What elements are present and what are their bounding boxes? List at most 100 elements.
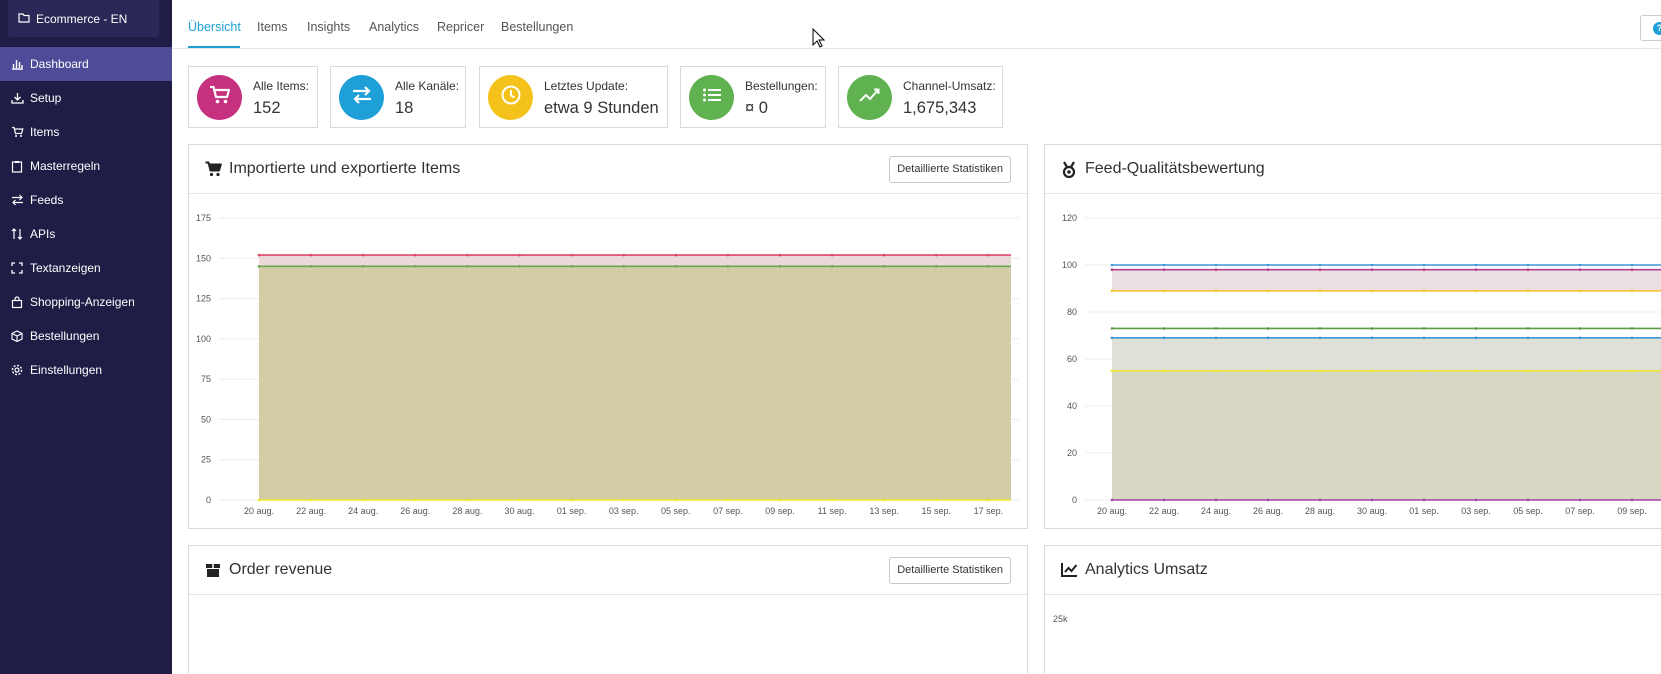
feed-quality-chart-x-tick-4: 28 aug. bbox=[1305, 506, 1335, 516]
cart-icon bbox=[209, 85, 231, 110]
box-icon bbox=[205, 562, 222, 579]
feed-quality-chart-point-2-4 bbox=[1318, 289, 1322, 293]
panel-analytics-revenue: Analytics Umsatz 25k bbox=[1044, 545, 1661, 674]
items-chart-y-tick-5: 125 bbox=[196, 294, 211, 304]
items-chart-point-1-5 bbox=[518, 265, 521, 268]
feed-quality-chart-point-4-6 bbox=[1422, 336, 1426, 340]
sidebar-item-apis[interactable]: APIs bbox=[0, 217, 172, 251]
tab-analytics[interactable]: Analytics bbox=[369, 20, 420, 34]
items-chart-x-tick-7: 03 sep. bbox=[609, 506, 639, 516]
feed-quality-chart-point-3-8 bbox=[1526, 327, 1530, 330]
feed-quality-chart-point-4-4 bbox=[1318, 336, 1322, 340]
items-chart-point-1-9 bbox=[726, 265, 730, 268]
sidebar-item-label: Bestellungen bbox=[30, 329, 100, 343]
items-chart-x-tick-3: 26 aug. bbox=[400, 506, 430, 516]
feed-quality-chart-point-3-6 bbox=[1422, 327, 1426, 330]
feed-quality-chart-point-2-0 bbox=[1110, 289, 1114, 293]
sidebar-item-bestellungen[interactable]: Bestellungen bbox=[0, 319, 172, 353]
feed-quality-chart-point-2-8 bbox=[1526, 289, 1530, 293]
sidebar-item-einstellungen[interactable]: Einstellungen bbox=[0, 353, 172, 387]
feed-quality-chart-point-3-10 bbox=[1630, 327, 1634, 330]
items-chart-x-tick-6: 01 sep. bbox=[557, 506, 587, 516]
feed-quality-chart-point-2-10 bbox=[1630, 289, 1634, 293]
feed-quality-chart-point-0-9 bbox=[1578, 263, 1582, 267]
stat-value: etwa 9 Stunden bbox=[544, 99, 659, 117]
items-chart-series-fill-0 bbox=[259, 255, 1011, 267]
feed-quality-chart-point-0-5 bbox=[1370, 263, 1374, 267]
help-button[interactable]: ? bbox=[1640, 15, 1661, 41]
items-chart-point-2-1 bbox=[309, 498, 313, 502]
items-chart-point-2-0 bbox=[257, 498, 261, 502]
feed-quality-chart-point-5-0 bbox=[1110, 369, 1114, 373]
feed-quality-chart-point-6-9 bbox=[1578, 498, 1582, 502]
detailed-stats-button[interactable]: Detaillierte Statistiken bbox=[889, 557, 1011, 584]
feed-quality-chart-point-4-7 bbox=[1474, 336, 1478, 340]
tab-items[interactable]: Items bbox=[257, 20, 288, 34]
items-chart-x-tick-4: 28 aug. bbox=[452, 506, 482, 516]
workspace-selector[interactable]: Ecommerce - EN bbox=[8, 0, 159, 37]
feed-quality-chart-point-4-3 bbox=[1266, 336, 1270, 340]
detailed-stats-button[interactable]: Detaillierte Statistiken bbox=[889, 156, 1011, 183]
tab-uebersicht[interactable]: Übersicht bbox=[188, 20, 241, 34]
y-tick-label: 25k bbox=[1053, 614, 1068, 624]
feed-quality-chart-point-0-10 bbox=[1630, 263, 1634, 267]
box-icon bbox=[10, 329, 24, 343]
cart-icon bbox=[205, 161, 222, 178]
sidebar-item-label: Dashboard bbox=[30, 57, 89, 71]
items-chart-point-1-0 bbox=[257, 265, 261, 268]
sidebar-item-dashboard[interactable]: Dashboard bbox=[0, 47, 172, 81]
sidebar-item-shopping-anzeigen[interactable]: Shopping-Anzeigen bbox=[0, 285, 172, 319]
items-chart-point-1-2 bbox=[361, 265, 365, 268]
stat-card-last-update: Letztes Update: etwa 9 Stunden bbox=[479, 66, 668, 128]
items-chart-x-tick-13: 15 sep. bbox=[922, 506, 952, 516]
feed-quality-chart-point-6-6 bbox=[1422, 498, 1426, 502]
shopping-bag-icon bbox=[10, 295, 24, 309]
stat-circle bbox=[847, 75, 892, 120]
feed-quality-chart-point-5-7 bbox=[1474, 369, 1478, 373]
items-chart-x-tick-2: 24 aug. bbox=[348, 506, 378, 516]
feed-quality-chart-x-tick-9: 07 sep. bbox=[1565, 506, 1595, 516]
feed-quality-chart-point-1-5 bbox=[1370, 268, 1374, 271]
stat-circle bbox=[488, 75, 533, 120]
items-chart-point-0-6 bbox=[570, 253, 573, 257]
feed-quality-chart-point-5-6 bbox=[1422, 369, 1426, 373]
items-chart-point-1-3 bbox=[414, 265, 417, 268]
panel-title: Feed-Qualitätsbewertung bbox=[1085, 160, 1265, 177]
stat-label: Alle Items: bbox=[253, 79, 310, 93]
sidebar-item-label: Shopping-Anzeigen bbox=[30, 295, 135, 309]
items-chart-point-0-3 bbox=[414, 253, 417, 257]
items-chart-y-tick-0: 0 bbox=[206, 495, 211, 505]
feed-quality-chart-point-1-0 bbox=[1110, 268, 1114, 271]
feed-quality-chart-point-5-4 bbox=[1318, 369, 1322, 373]
items-chart-point-0-7 bbox=[622, 253, 625, 257]
items-chart-point-1-8 bbox=[674, 265, 678, 268]
items-chart-x-tick-1: 22 aug. bbox=[296, 506, 326, 516]
tab-bestellungen[interactable]: Bestellungen bbox=[501, 20, 574, 34]
sidebar-item-masterregeln[interactable]: Masterregeln bbox=[0, 149, 172, 183]
items-chart-point-0-13 bbox=[935, 253, 938, 257]
stat-card-orders: Bestellungen: ¤ 0 bbox=[680, 66, 826, 128]
cart-icon bbox=[10, 125, 24, 139]
items-chart-y-tick-6: 150 bbox=[196, 253, 211, 263]
items-chart-point-0-8 bbox=[674, 253, 678, 257]
sidebar-item-items[interactable]: Items bbox=[0, 115, 172, 149]
feed-quality-chart-x-tick-5: 30 aug. bbox=[1357, 506, 1387, 516]
sidebar-item-setup[interactable]: Setup bbox=[0, 81, 172, 115]
feed-quality-chart-point-1-9 bbox=[1578, 268, 1582, 271]
tab-repricer[interactable]: Repricer bbox=[437, 20, 485, 34]
feed-quality-chart-point-1-2 bbox=[1214, 268, 1218, 271]
sidebar-item-feeds[interactable]: Feeds bbox=[0, 183, 172, 217]
medal-icon bbox=[1061, 161, 1078, 179]
feed-quality-chart-point-5-5 bbox=[1370, 369, 1374, 373]
items-chart-point-2-8 bbox=[674, 498, 678, 502]
feed-quality-chart-point-0-0 bbox=[1110, 263, 1114, 267]
panel-feed-quality: Feed-Qualitätsbewertung 0 20 40 60 80 100 120 2… bbox=[1044, 144, 1661, 529]
feed-quality-chart-point-2-9 bbox=[1578, 289, 1582, 293]
line-chart-icon bbox=[1061, 562, 1078, 579]
feed-quality-chart-point-1-3 bbox=[1266, 268, 1270, 271]
items-chart-point-2-14 bbox=[987, 498, 990, 502]
sidebar: Ecommerce - EN Dashboard Setup Items Mas… bbox=[0, 0, 172, 674]
sidebar-item-textanzeigen[interactable]: Textanzeigen bbox=[0, 251, 172, 285]
tab-insights[interactable]: Insights bbox=[307, 20, 351, 34]
